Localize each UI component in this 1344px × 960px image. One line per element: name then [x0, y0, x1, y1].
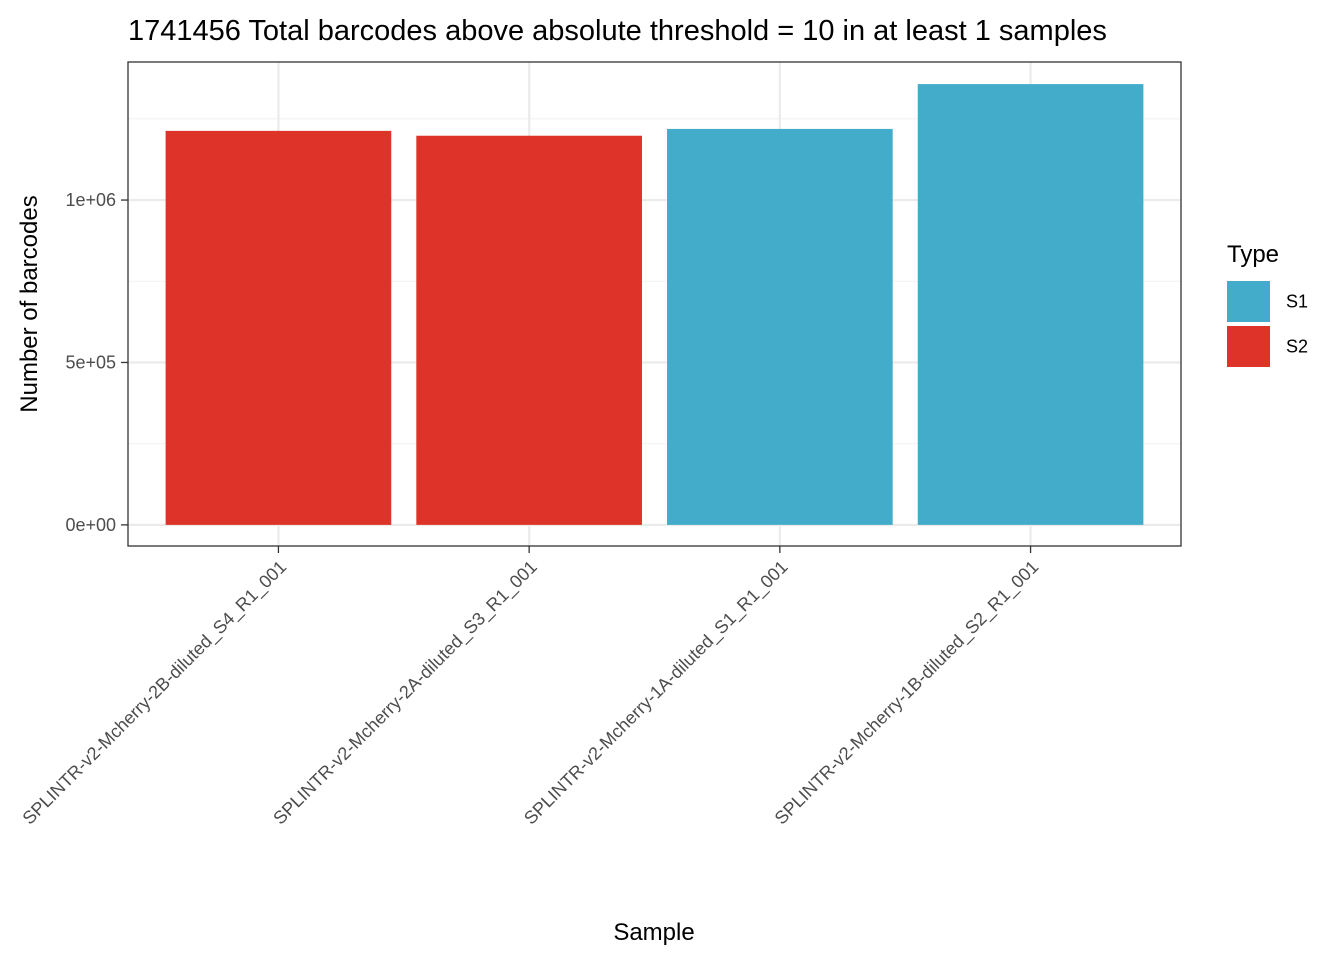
x-tick-label: SPLINTR-v2-Mcherry-1B-diluted_S2_R1_001 [771, 557, 1043, 829]
legend-label: S2 [1286, 337, 1308, 357]
y-tick-label: 1e+06 [65, 190, 116, 210]
bar-s1 [667, 128, 893, 525]
y-tick-label: 5e+05 [65, 352, 116, 372]
panel-border [127, 61, 1182, 547]
legend-label: S1 [1286, 292, 1308, 312]
bar-s2 [165, 130, 392, 525]
y-tick-label: 0e+00 [65, 515, 116, 535]
y-axis-title: Number of barcodes [16, 195, 43, 412]
bar-s2 [416, 135, 642, 525]
x-axis: SPLINTR-v2-Mcherry-2B-diluted_S4_R1_001S… [19, 546, 1043, 829]
legend-title: Type [1227, 241, 1279, 268]
legend-key-s2 [1227, 326, 1270, 367]
bar-s1 [917, 84, 1144, 525]
legend: Type S1 S2 [1227, 241, 1308, 367]
x-axis-title: Sample [613, 919, 694, 946]
x-tick-label: SPLINTR-v2-Mcherry-2A-diluted_S3_R1_001 [269, 557, 541, 829]
legend-key-s1 [1227, 281, 1270, 322]
x-tick-label: SPLINTR-v2-Mcherry-2B-diluted_S4_R1_001 [19, 557, 291, 829]
chart-title: 1741456 Total barcodes above absolute th… [128, 15, 1107, 47]
x-tick-label: SPLINTR-v2-Mcherry-1A-diluted_S1_R1_001 [520, 557, 792, 829]
y-axis: 0e+00 5e+05 1e+06 [65, 190, 128, 535]
bars [165, 84, 1144, 525]
